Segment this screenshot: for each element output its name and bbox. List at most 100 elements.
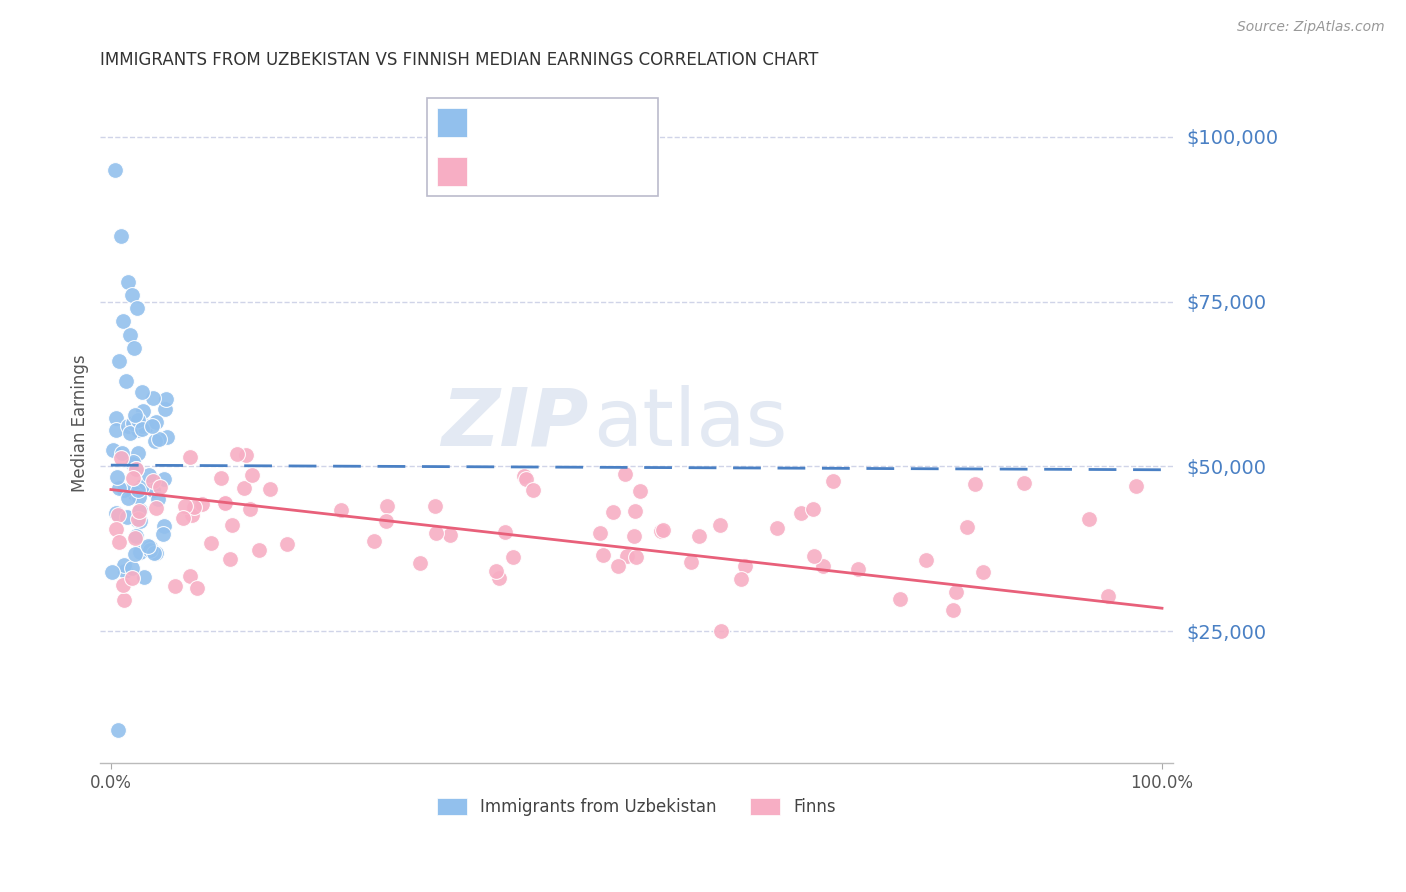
Point [124, 408, 146, 422]
Point [122, 416, 145, 430]
Point [214, 495, 236, 509]
Point [247, 543, 270, 558]
Point [1078, 512, 1101, 526]
Point [114, 564, 136, 578]
Point [152, 527, 174, 541]
Point [112, 558, 135, 573]
Point [592, 548, 614, 562]
Point [141, 419, 163, 434]
Point [122, 455, 145, 469]
Point [425, 500, 447, 514]
Point [803, 549, 825, 564]
Point [110, 228, 132, 243]
Point [121, 457, 143, 471]
Point [136, 539, 159, 553]
Point [1097, 589, 1119, 603]
Point [124, 531, 146, 545]
Point [125, 529, 148, 543]
Point [730, 572, 752, 586]
Point [131, 385, 153, 400]
Point [709, 517, 731, 532]
Point [179, 569, 201, 583]
Point [121, 288, 143, 302]
Point [117, 275, 139, 289]
Point [790, 506, 813, 520]
Point [155, 392, 177, 406]
Point [259, 482, 281, 496]
Point [209, 471, 232, 485]
Point [330, 503, 353, 517]
Point [186, 581, 208, 595]
Legend: Immigrants from Uzbekistan, Finns: Immigrants from Uzbekistan, Finns [430, 791, 842, 822]
Point [846, 562, 869, 576]
Point [488, 571, 510, 585]
Point [128, 490, 150, 504]
Point [650, 524, 672, 538]
Point [179, 450, 201, 464]
Point [127, 301, 149, 316]
Point [240, 467, 263, 482]
Point [485, 564, 508, 578]
Point [124, 547, 146, 561]
Point [183, 500, 205, 514]
Point [121, 561, 143, 575]
Point [235, 448, 257, 462]
Point [108, 535, 131, 549]
Point [174, 500, 197, 514]
Point [108, 481, 131, 495]
Point [107, 723, 129, 738]
Point [101, 565, 124, 579]
Point [219, 552, 242, 566]
Point [108, 354, 131, 368]
Text: atlas: atlas [593, 384, 787, 463]
Point [112, 314, 135, 328]
Point [121, 571, 143, 585]
Point [131, 422, 153, 436]
Point [734, 559, 756, 574]
Point [127, 423, 149, 437]
Point [105, 506, 128, 520]
Point [143, 434, 166, 449]
Point [1012, 476, 1035, 491]
Point [972, 565, 994, 579]
Point [112, 592, 135, 607]
Point [122, 486, 145, 500]
Text: Source: ZipAtlas.com: Source: ZipAtlas.com [1237, 20, 1385, 34]
Point [191, 497, 214, 511]
Point [149, 480, 172, 494]
Point [127, 413, 149, 427]
Point [132, 404, 155, 418]
Point [128, 503, 150, 517]
Point [589, 526, 612, 541]
Point [105, 469, 128, 483]
Point [145, 546, 167, 560]
Point [614, 467, 637, 482]
Point [114, 374, 136, 388]
Point [515, 472, 537, 486]
Point [148, 433, 170, 447]
Point [124, 462, 146, 476]
Point [127, 483, 149, 497]
Point [153, 401, 176, 416]
Point [134, 570, 156, 584]
Text: ZIP: ZIP [441, 384, 588, 463]
Point [811, 559, 834, 574]
Point [152, 518, 174, 533]
Point [152, 472, 174, 486]
Point [131, 419, 153, 434]
Point [104, 424, 127, 438]
Point [522, 483, 544, 498]
Point [513, 469, 536, 483]
Point [118, 426, 141, 441]
Point [125, 512, 148, 526]
Point [111, 445, 134, 459]
Point [239, 501, 262, 516]
Point [502, 549, 524, 564]
Point [606, 559, 628, 574]
Point [945, 584, 967, 599]
Point [143, 546, 166, 560]
Point [276, 536, 298, 550]
Point [129, 545, 152, 559]
Point [117, 491, 139, 506]
Point [104, 162, 127, 177]
